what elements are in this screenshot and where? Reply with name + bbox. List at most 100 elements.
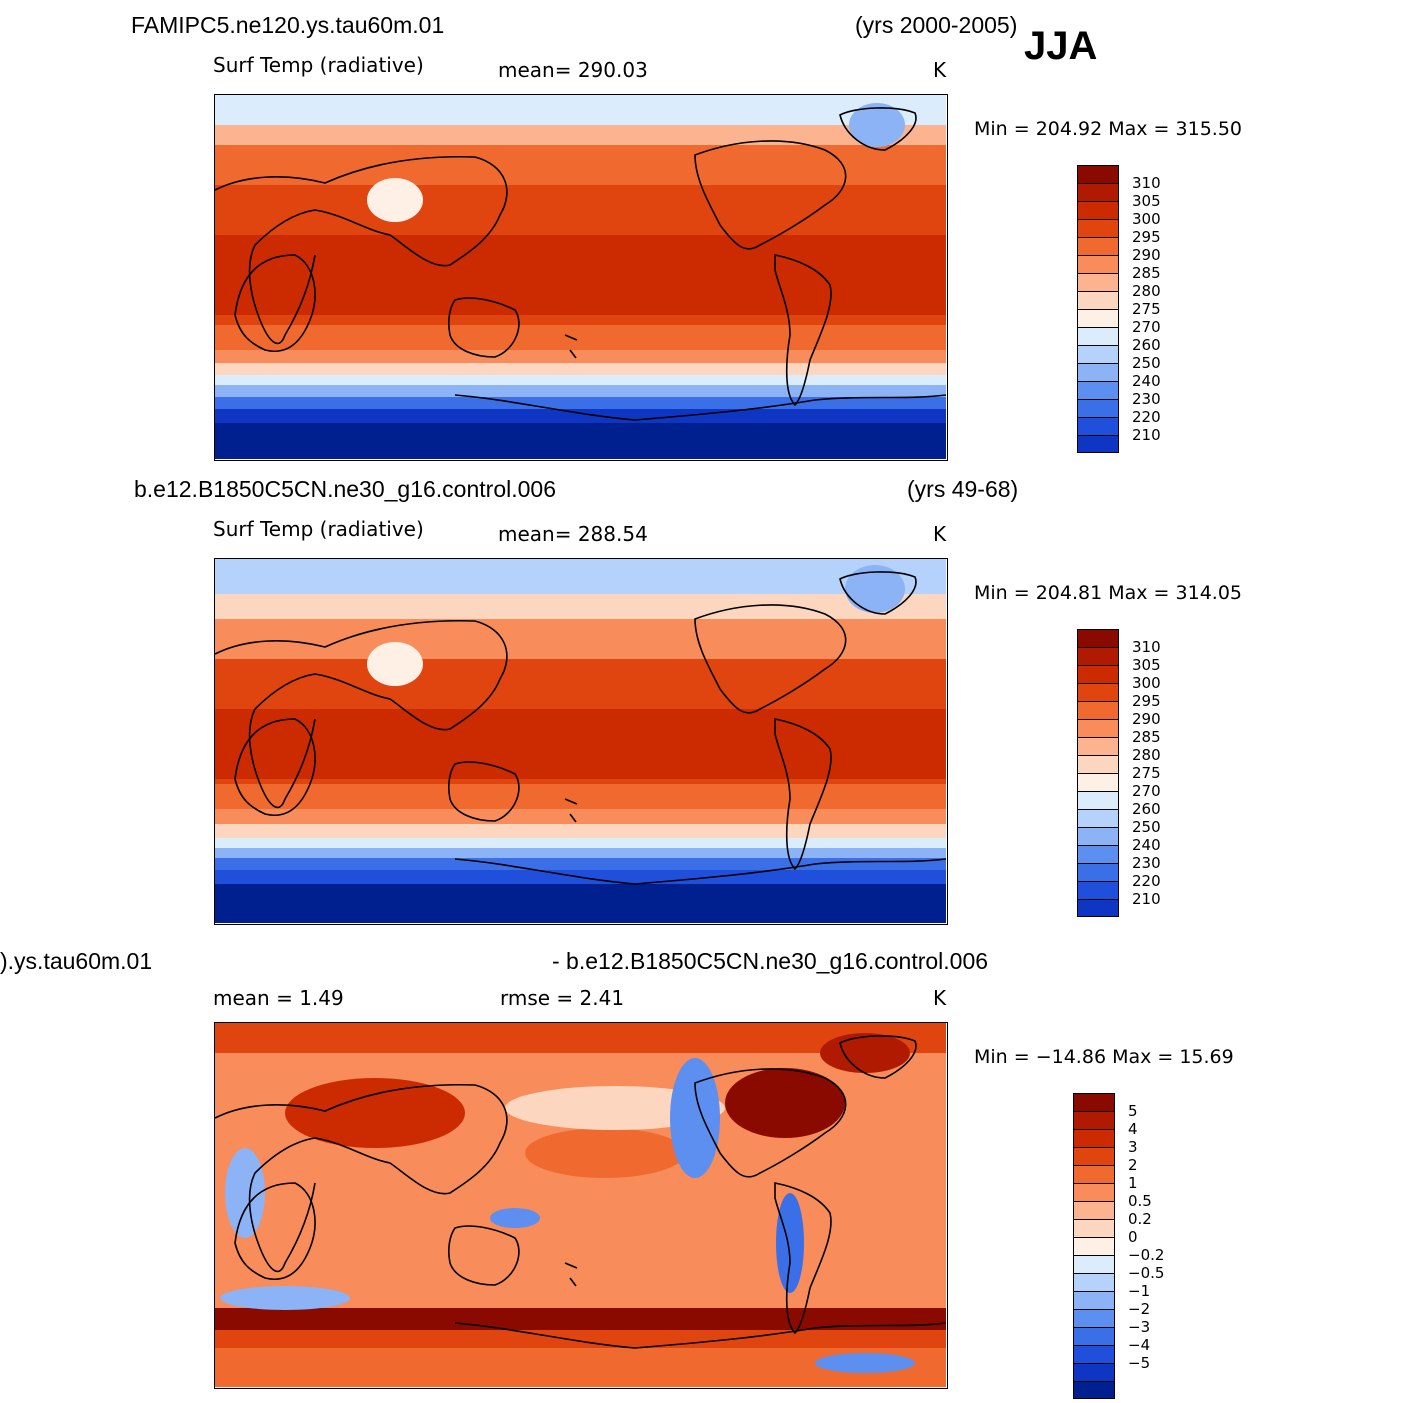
panel-1-colorbar-label: 300 xyxy=(1132,210,1161,228)
panel-2-colorbar-label: 300 xyxy=(1132,674,1161,692)
panel-1-colorbar-label: 290 xyxy=(1132,246,1161,264)
panel-3-colorbar-label: 0 xyxy=(1128,1228,1138,1246)
panel-1-colorbar-swatch xyxy=(1077,399,1119,417)
panel-3-colorbar-label: 0.5 xyxy=(1128,1192,1152,1210)
panel-1-colorbar-swatch xyxy=(1077,417,1119,435)
panel-2-map xyxy=(214,558,948,925)
panel-2-map-field xyxy=(215,559,946,923)
panel-2-colorbar-label: 290 xyxy=(1132,710,1161,728)
panel-3-colorbar-label: 3 xyxy=(1128,1138,1138,1156)
panel-1-colorbar-label: 220 xyxy=(1132,408,1161,426)
panel-1-colorbar-swatch xyxy=(1077,255,1119,273)
panel-3-colorbar-swatch xyxy=(1073,1291,1115,1309)
panel-3-colorbar-label: −1 xyxy=(1128,1282,1151,1300)
panel-3-colorbar-label: −4 xyxy=(1128,1336,1151,1354)
panel-3-colorbar-swatch xyxy=(1073,1129,1115,1147)
panel-2-colorbar-label: 280 xyxy=(1132,746,1161,764)
panel-3-colorbar-label: −3 xyxy=(1128,1318,1151,1336)
panel-2-colorbar-swatch xyxy=(1077,773,1119,791)
panel-2-mean: mean= 288.54 xyxy=(498,522,648,546)
panel-3-colorbar-swatch xyxy=(1073,1381,1115,1399)
panel-2-variable: Surf Temp (radiative) xyxy=(213,517,424,541)
panel-2-colorbar-label: 310 xyxy=(1132,638,1161,656)
panel-2-colorbar-label: 210 xyxy=(1132,890,1161,908)
panel-1-colorbar-swatch xyxy=(1077,237,1119,255)
panel-1-colorbar-swatch xyxy=(1077,381,1119,399)
panel-2-colorbar-swatch xyxy=(1077,899,1119,917)
panel-3-field-southern-band xyxy=(215,1308,946,1330)
panel-3-mean: mean = 1.49 xyxy=(213,986,344,1010)
panel-2-minmax: Min = 204.81 Max = 314.05 xyxy=(974,582,1242,604)
panel-3-minmax: Min = −14.86 Max = 15.69 xyxy=(974,1046,1234,1068)
panel-3-rmse: rmse = 2.41 xyxy=(500,986,625,1010)
panel-2-field-antarctic xyxy=(215,884,946,923)
panel-2-colorbar-label: 275 xyxy=(1132,764,1161,782)
panel-2-colorbar-swatch xyxy=(1077,737,1119,755)
panel-1-colorbar-label: 230 xyxy=(1132,390,1161,408)
panel-3-na-cool-coast xyxy=(670,1058,720,1178)
panel-3-colorbar-label: 0.2 xyxy=(1128,1210,1152,1228)
panel-3-colorbar-label: 5 xyxy=(1128,1102,1138,1120)
panel-3-colorbar-swatch xyxy=(1073,1147,1115,1165)
panel-2-colorbar-label: 305 xyxy=(1132,656,1161,674)
panel-1-tibet xyxy=(367,178,423,222)
panel-2-colorbar-swatch xyxy=(1077,791,1119,809)
panel-1-colorbar-label: 280 xyxy=(1132,282,1161,300)
panel-3-units: K xyxy=(933,986,947,1010)
panel-2-colorbar-label: 270 xyxy=(1132,782,1161,800)
panel-2-coastlines xyxy=(215,571,946,885)
panel-3-colorbar-swatch xyxy=(1073,1201,1115,1219)
panel-3-subtrahend: - b.e12.B1850C5CN.ne30_g16.control.006 xyxy=(552,948,989,974)
panel-1-case-title: FAMIPC5.ne120.ys.tau60m.01 xyxy=(131,12,445,38)
panel-3-na-warm xyxy=(725,1068,845,1138)
panel-1-colorbar-swatch xyxy=(1077,327,1119,345)
panel-1-colorbar-swatch xyxy=(1077,183,1119,201)
panel-2-colorbar-label: 230 xyxy=(1132,854,1161,872)
panel-1-field-antarctic xyxy=(215,423,946,459)
panel-3-colorbar-swatch xyxy=(1073,1237,1115,1255)
panel-1-map xyxy=(214,94,948,461)
panel-2-colorbar-swatch xyxy=(1077,827,1119,845)
panel-3-map-field xyxy=(215,1023,946,1387)
panel-2-colorbar-swatch xyxy=(1077,665,1119,683)
season-label: JJA xyxy=(1024,24,1098,68)
panel-2-colorbar-swatch xyxy=(1077,629,1119,647)
panel-3-case-title: ).ys.tau60m.01 xyxy=(0,948,153,974)
panel-3-map xyxy=(214,1022,948,1389)
panel-1-colorbar-swatch xyxy=(1077,309,1119,327)
panel-1-colorbar-label: 305 xyxy=(1132,192,1161,210)
panel-1-colorbar-label: 310 xyxy=(1132,174,1161,192)
panel-2-colorbar-swatch xyxy=(1077,809,1119,827)
panel-3-andes-cool xyxy=(776,1193,804,1293)
panel-1-colorbar-label: 285 xyxy=(1132,264,1161,282)
panel-1-colorbar-swatch xyxy=(1077,345,1119,363)
panel-3-colorbar-swatch xyxy=(1073,1219,1115,1237)
panel-3-colorbar-label: 1 xyxy=(1128,1174,1138,1192)
panel-2-colorbar-swatch xyxy=(1077,701,1119,719)
panel-2-colorbar-swatch xyxy=(1077,683,1119,701)
panel-3-colorbar-swatch xyxy=(1073,1255,1115,1273)
panel-1-colorbar-swatch xyxy=(1077,165,1119,183)
panel-3-colorbar-label: −2 xyxy=(1128,1300,1151,1318)
panel-3-colorbar-swatch xyxy=(1073,1363,1115,1381)
panel-3-coastlines xyxy=(215,1035,946,1349)
panel-3-colorbar-label: 4 xyxy=(1128,1120,1138,1138)
panel-1-colorbar-label: 270 xyxy=(1132,318,1161,336)
panel-3-colorbar-swatch xyxy=(1073,1345,1115,1363)
panel-1-mean: mean= 290.03 xyxy=(498,58,648,82)
panel-3-colorbar-swatch xyxy=(1073,1183,1115,1201)
panel-1-colorbar-label: 260 xyxy=(1132,336,1161,354)
panel-2-case-title: b.e12.B1850C5CN.ne30_g16.control.006 xyxy=(134,476,556,502)
panel-1-colorbar-label: 210 xyxy=(1132,426,1161,444)
panel-1-colorbar-swatch xyxy=(1077,363,1119,381)
panel-3-colorbar-swatch xyxy=(1073,1111,1115,1129)
panel-2-colorbar-swatch xyxy=(1077,863,1119,881)
panel-1-greenland xyxy=(849,103,905,147)
panel-2-colorbar-swatch xyxy=(1077,881,1119,899)
panel-1-colorbar-swatch xyxy=(1077,435,1119,453)
panel-3-colorbar-swatch xyxy=(1073,1309,1115,1327)
panel-3-colorbar-swatch xyxy=(1073,1273,1115,1291)
panel-2-colorbar-swatch xyxy=(1077,647,1119,665)
panel-3-colorbar-label: −0.2 xyxy=(1128,1246,1165,1264)
panel-1-variable: Surf Temp (radiative) xyxy=(213,53,424,77)
